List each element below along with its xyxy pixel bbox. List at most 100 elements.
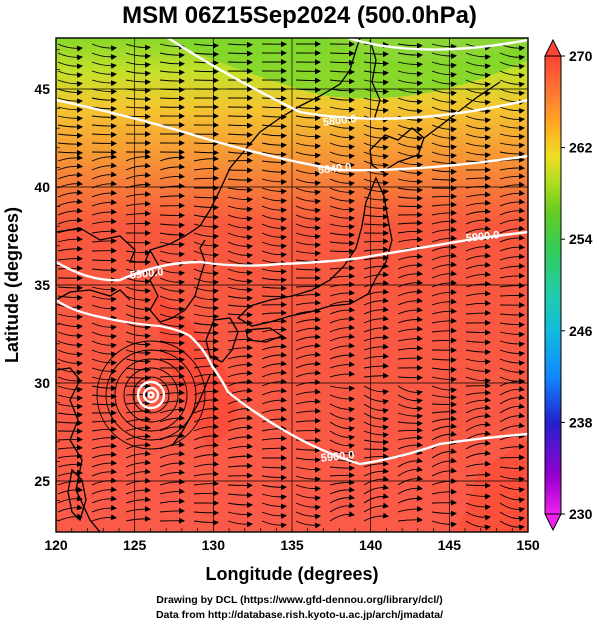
- streamline: [295, 77, 321, 84]
- streamline: [363, 421, 389, 431]
- streamline: [125, 200, 151, 207]
- streamline: [431, 520, 457, 528]
- streamline: [465, 493, 491, 500]
- streamline: [499, 216, 525, 225]
- streamline: [397, 279, 423, 288]
- streamline: [363, 297, 389, 306]
- streamline: [397, 335, 423, 342]
- streamline: [227, 352, 253, 360]
- streamline: [261, 309, 287, 316]
- streamline: [397, 236, 423, 243]
- streamline: [329, 448, 355, 457]
- streamline: [125, 433, 151, 441]
- streamline: [125, 96, 151, 103]
- streamline: [261, 396, 287, 405]
- streamline: [363, 246, 389, 253]
- streamline: [363, 221, 389, 228]
- streamline: [465, 183, 491, 190]
- streamline: [261, 445, 287, 452]
- streamline: [125, 441, 151, 450]
- streamline: [329, 223, 355, 230]
- streamline: [159, 507, 185, 514]
- colorbar: 270 262 254 246 238 230: [544, 38, 593, 532]
- streamline: [397, 178, 423, 185]
- streamline: [193, 295, 219, 303]
- streamline: [57, 189, 83, 198]
- streamline: [125, 340, 151, 348]
- streamline: [329, 187, 355, 196]
- streamline: [125, 249, 151, 256]
- streamline: [363, 362, 389, 369]
- streamline: [499, 385, 525, 396]
- streamline: [499, 181, 525, 189]
- streamline: [397, 106, 423, 115]
- streamline: [295, 407, 321, 414]
- streamline: [363, 213, 389, 220]
- streamline: [397, 115, 423, 124]
- streamline: [295, 369, 321, 378]
- streamline: [261, 502, 287, 510]
- streamline: [125, 366, 151, 373]
- streamline: [227, 131, 253, 138]
- streamline: [193, 155, 219, 162]
- streamline: [499, 321, 525, 328]
- streamline: [295, 266, 321, 273]
- streamline: [465, 300, 491, 307]
- streamline: [57, 513, 83, 522]
- streamline: [227, 122, 253, 129]
- streamline: [397, 466, 423, 477]
- streamline: [329, 439, 355, 450]
- streamline: [125, 153, 151, 162]
- streamline: [363, 263, 389, 270]
- streamline: [261, 196, 287, 205]
- streamline: [227, 205, 253, 213]
- streamline: [91, 340, 117, 349]
- streamline: [261, 351, 287, 360]
- wind-streamlines: [57, 41, 525, 531]
- streamline: [499, 190, 525, 198]
- streamline: [57, 322, 83, 330]
- streamline: [499, 378, 525, 387]
- streamline: [227, 186, 253, 193]
- streamline: [57, 132, 83, 139]
- streamline: [329, 142, 355, 151]
- streamline: [397, 355, 423, 362]
- streamline: [227, 511, 253, 518]
- streamline: [329, 214, 355, 222]
- streamline: [261, 114, 287, 121]
- streamline: [227, 492, 253, 499]
- streamline: [91, 286, 117, 293]
- streamline: [91, 434, 117, 441]
- streamline: [91, 70, 117, 78]
- streamline: [91, 514, 117, 522]
- streamline: [57, 245, 83, 252]
- y-tick-label: 25: [34, 473, 50, 489]
- streamline: [465, 151, 491, 159]
- streamline: [499, 292, 525, 299]
- streamline: [261, 151, 287, 158]
- streamline: [329, 160, 355, 169]
- streamline: [125, 399, 151, 406]
- streamline: [193, 250, 219, 259]
- streamline: [465, 460, 491, 468]
- streamline: [261, 415, 287, 423]
- streamline: [397, 297, 423, 306]
- contour-labels: 5800.0 5840.0 5900.0 5900.0 5900.0: [129, 113, 500, 464]
- streamline: [397, 457, 423, 468]
- streamline: [329, 351, 355, 360]
- streamline: [193, 405, 219, 414]
- streamline: [57, 284, 83, 291]
- streamline: [431, 261, 457, 270]
- contour-label: 5900.0: [465, 229, 500, 244]
- streamline: [91, 52, 117, 61]
- streamline: [125, 43, 151, 51]
- streamline: [159, 340, 185, 347]
- streamline: [465, 208, 491, 216]
- streamline: [499, 198, 525, 207]
- streamline: [91, 97, 117, 104]
- streamline: [465, 261, 491, 270]
- streamline: [57, 504, 83, 513]
- streamline: [193, 286, 219, 295]
- streamline: [261, 142, 287, 149]
- streamline: [193, 330, 219, 337]
